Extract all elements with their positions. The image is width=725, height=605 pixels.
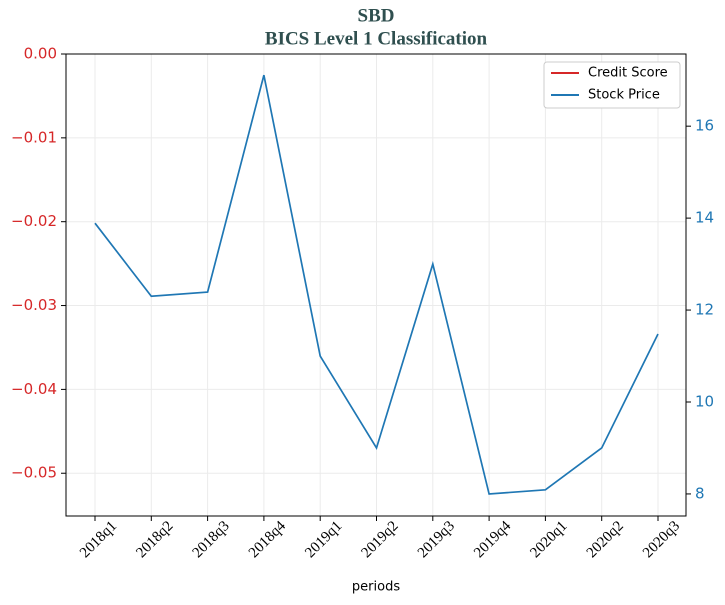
plot-frame	[65, 53, 687, 517]
x-tick-label: 2019q4	[471, 518, 514, 561]
x-tick-label: 2020q1	[527, 518, 570, 561]
y-tick-label: −0.04	[11, 380, 57, 398]
y2-tick-label: 12	[695, 301, 714, 319]
series-line	[94, 74, 659, 495]
y-tick-label: −0.01	[11, 128, 57, 146]
y2-tick-label: 8	[695, 484, 705, 502]
x-tick-label: 2018q4	[246, 518, 289, 561]
x-axis-label: periods	[352, 580, 400, 595]
y-tick-label: 0.00	[24, 45, 57, 63]
legend-label: Stock Price	[588, 88, 660, 103]
x-tick-label: 2018q3	[190, 518, 233, 561]
x-tick-label: 2020q3	[640, 518, 683, 561]
chart-title: SBD	[358, 5, 395, 26]
legend-label: Credit Score	[588, 66, 668, 81]
y-tick-label: −0.03	[11, 296, 57, 314]
x-tick-label: 2018q2	[133, 518, 176, 561]
x-tick-label: 2019q3	[415, 518, 458, 561]
y-tick-label: −0.02	[11, 212, 57, 230]
chart-subtitle: BICS Level 1 Classification	[265, 28, 488, 49]
x-tick-label: 2018q1	[77, 518, 120, 561]
x-tick-label: 2020q2	[584, 518, 627, 561]
y2-tick-label: 10	[695, 392, 714, 410]
x-tick-label: 2019q2	[359, 518, 402, 561]
y2-tick-label: 16	[695, 117, 714, 135]
y2-tick-label: 14	[695, 209, 714, 227]
x-tick-label: 2019q1	[302, 518, 345, 561]
y-tick-label: −0.05	[11, 464, 57, 482]
